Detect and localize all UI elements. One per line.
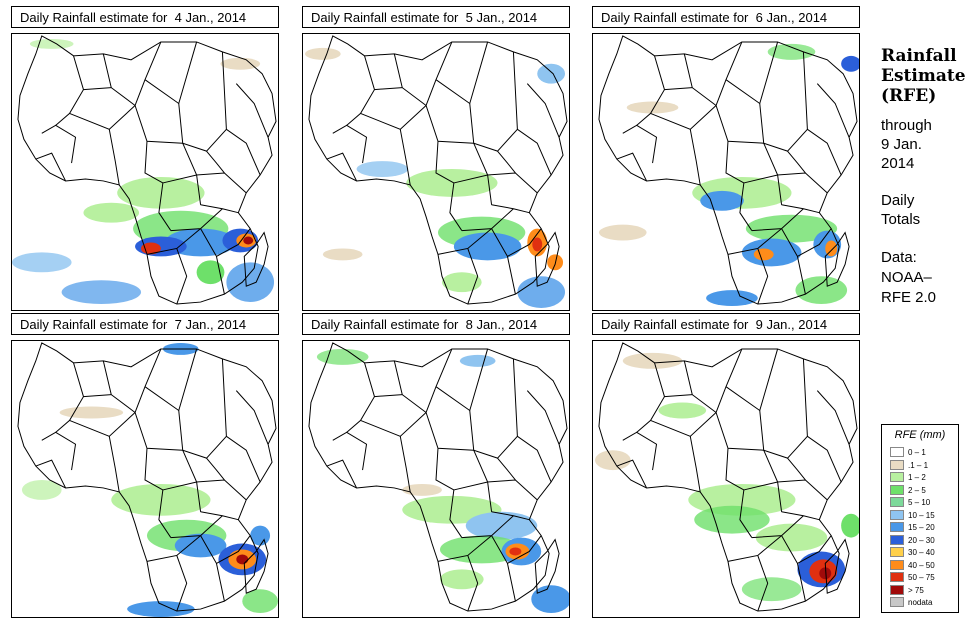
legend-swatch (890, 484, 904, 495)
legend-item: > 75 (890, 584, 924, 596)
panel-title: Daily Rainfall estimate for 5 Jan., 2014 (302, 6, 570, 28)
figure-title-line-1: Rainfall (881, 46, 957, 66)
legend-item: 5 – 10 (890, 497, 930, 508)
totals-label: Totals (881, 211, 921, 228)
legend-swatch (890, 559, 904, 570)
through-label: through (881, 117, 932, 134)
legend-label: 0 – 1 (908, 448, 926, 457)
panel-title: Daily Rainfall estimate for 9 Jan., 2014 (592, 313, 860, 335)
africa-rainfall-map (302, 33, 570, 311)
legend-label: 10 – 15 (908, 510, 935, 520)
rainfall-legend: RFE (mm) 0 – 1 .1 – 1 1 – 2 2 – 5 5 – 10 10 –… (881, 424, 959, 613)
daily-label: Daily (881, 192, 915, 209)
legend-item: 2 – 5 (890, 484, 926, 496)
map-panel-jan-5: Daily Rainfall estimate for 5 Jan., 2014 (302, 6, 572, 311)
map-panel-jan-7: Daily Rainfall estimate for 7 Jan., 2014 (11, 313, 281, 618)
legend-label: nodata (908, 598, 933, 607)
legend-item: 40 – 50 (890, 559, 935, 571)
legend-label: 5 – 10 (908, 498, 931, 507)
figure-title: Rainfall Estimate (RFE) (881, 46, 966, 106)
through-date-line-2: 2014 (881, 155, 915, 172)
panel-title: Daily Rainfall estimate for 8 Jan., 2014 (302, 313, 570, 335)
africa-rainfall-map (11, 340, 279, 618)
legend-swatch (890, 572, 904, 582)
data-source-line-2: RFE 2.0 (881, 289, 937, 306)
map-panel-jan-4: Daily Rainfall estimate for 4 Jan., 2014 (11, 6, 281, 311)
legend-label: 2 – 5 (908, 485, 926, 495)
legend-swatch (890, 597, 904, 607)
legend-label: 40 – 50 (908, 560, 935, 570)
legend-label: 15 – 20 (908, 523, 935, 532)
legend-item: 10 – 15 (890, 509, 935, 521)
africa-rainfall-map (11, 33, 279, 311)
legend-swatch (890, 459, 904, 470)
legend-title: RFE (mm) (894, 429, 946, 441)
through-date-line-1: 9 Jan. (881, 136, 922, 153)
legend-label: 1 – 2 (908, 473, 926, 482)
legend-item: nodata (890, 597, 932, 608)
legend-item: 30 – 40 (890, 547, 935, 558)
legend-item: 50 – 75 (890, 572, 935, 583)
panel-title: Daily Rainfall estimate for 4 Jan., 2014 (11, 6, 279, 28)
map-panel-jan-9: Daily Rainfall estimate for 9 Jan., 2014 (592, 313, 862, 618)
panel-title: Daily Rainfall estimate for 6 Jan., 2014 (592, 6, 860, 28)
legend-label: > 75 (908, 585, 924, 595)
legend-item: .1 – 1 (890, 459, 929, 471)
legend-item: 0 – 1 (890, 447, 926, 458)
panel-title: Daily Rainfall estimate for 7 Jan., 2014 (11, 313, 279, 335)
legend-label: 50 – 75 (908, 573, 935, 582)
legend-label: 30 – 40 (908, 548, 935, 557)
africa-rainfall-map (592, 340, 860, 618)
legend-swatch (890, 472, 904, 482)
legend-swatch (890, 547, 904, 557)
legend-item: 20 – 30 (890, 534, 935, 546)
africa-rainfall-map (302, 340, 570, 618)
legend-swatch (890, 534, 904, 545)
map-panel-jan-6: Daily Rainfall estimate for 6 Jan., 2014 (592, 6, 862, 311)
legend-label: 20 – 30 (908, 535, 935, 545)
africa-rainfall-map (592, 33, 860, 311)
data-label: Data: (881, 249, 917, 266)
legend-item: 15 – 20 (890, 522, 935, 533)
legend-swatch (890, 509, 904, 520)
legend-swatch (890, 497, 904, 507)
legend-swatch (890, 447, 904, 457)
legend-swatch (890, 522, 904, 532)
legend-item: 1 – 2 (890, 472, 926, 483)
map-panel-jan-8: Daily Rainfall estimate for 8 Jan., 2014 (302, 313, 572, 618)
data-source-line-1: NOAA– (881, 269, 932, 286)
legend-swatch (890, 584, 904, 595)
legend-label: .1 – 1 (908, 460, 929, 470)
figure-title-line-3: (RFE) (881, 86, 937, 106)
figure-title-line-2: Estimate (881, 66, 966, 86)
